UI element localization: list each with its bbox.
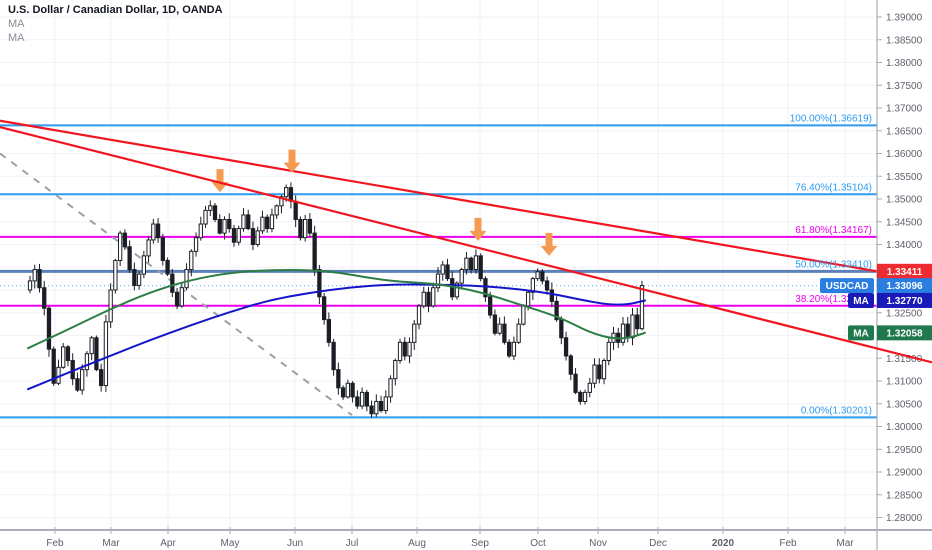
price-axis[interactable]: 1.39000 1.38500 1.38000 1.37500 1.37000 1.365… xyxy=(877,13,923,525)
trend-line-extended[interactable] xyxy=(0,126,932,364)
time-tick-label: Aug xyxy=(408,538,426,549)
series-tag-badge xyxy=(848,325,874,341)
price-tick-label: 1.34500 xyxy=(886,217,923,228)
chart-grid xyxy=(0,0,877,530)
price-tick-label: 1.38000 xyxy=(886,58,923,69)
ma-legend-1[interactable]: MA xyxy=(8,18,25,30)
price-tick-label: 1.31500 xyxy=(886,354,923,365)
fib-level-label: 100.00%(1.36619) xyxy=(790,113,872,124)
price-tick-label: 1.28500 xyxy=(886,490,923,501)
time-tick-label: Dec xyxy=(649,538,667,549)
price-tick-label: 1.31000 xyxy=(886,377,923,388)
fib-level-label: 50.00%(1.33410) xyxy=(795,259,872,270)
price-axis-badges: 1.33411 USDCAD 1.33096 MA 1.32770 MA 1.32058 xyxy=(820,263,932,341)
price-tick-label: 1.36500 xyxy=(886,126,923,137)
price-tick-label: 1.30000 xyxy=(886,422,923,433)
fib-level-labels: 100.00%(1.36619) 76.40%(1.35104) 61.80%(1.… xyxy=(790,113,872,416)
time-tick-label: May xyxy=(221,538,240,549)
symbol-legend: U.S. Dollar / Canadian Dollar, 1D, OANDA… xyxy=(8,4,223,45)
moving-average-lines xyxy=(27,269,646,391)
price-badge xyxy=(877,292,932,308)
price-tick-label: 1.30500 xyxy=(886,399,923,410)
price-tick-label: 1.29000 xyxy=(886,468,923,479)
price-tick-label: 1.38500 xyxy=(886,35,923,46)
price-tick-label: 1.28000 xyxy=(886,513,923,524)
price-tick-label: 1.37500 xyxy=(886,81,923,92)
time-tick-label: Oct xyxy=(530,538,546,549)
time-tick-label: 2020 xyxy=(712,538,735,549)
price-tick-label: 1.32500 xyxy=(886,308,923,319)
series-tag-text: USDCAD xyxy=(826,281,869,292)
price-tick-label: 1.35500 xyxy=(886,172,923,183)
down-arrow-icon xyxy=(211,169,229,193)
time-tick-label: Jul xyxy=(346,538,359,549)
price-tick-label: 1.35000 xyxy=(886,195,923,206)
time-tick-label: Feb xyxy=(46,538,64,549)
price-badge xyxy=(877,263,932,279)
price-tick-label: 1.34000 xyxy=(886,240,923,251)
time-tick-label: Apr xyxy=(160,538,176,549)
price-tick-label: 1.36000 xyxy=(886,149,923,160)
price-tick-label: 1.37000 xyxy=(886,104,923,115)
time-axis[interactable]: Feb Mar Apr May Jun Jul Aug Sep Oct Nov Dec 2020 Feb… xyxy=(46,527,854,549)
series-tag-text: MA xyxy=(853,296,869,307)
time-tick-label: Mar xyxy=(102,538,120,549)
series-tag-badge xyxy=(848,292,874,308)
series-tag-badge xyxy=(820,278,874,294)
fib-level-label: 38.20%(1.32653) xyxy=(795,294,872,305)
fib-level-label: 76.40%(1.35104) xyxy=(795,182,872,193)
time-tick-label: Feb xyxy=(779,538,797,549)
price-badge-text: 1.33411 xyxy=(887,267,923,278)
price-tick-label: 1.39000 xyxy=(886,13,923,24)
down-arrow-icon xyxy=(469,217,487,241)
time-tick-label: Mar xyxy=(836,538,854,549)
price-tick-label: 1.29500 xyxy=(886,445,923,456)
time-tick-label: Sep xyxy=(471,538,489,549)
time-axis-background xyxy=(0,531,932,550)
down-arrow-icon xyxy=(540,232,558,256)
down-arrow-icon xyxy=(283,149,301,173)
price-badge-text: 1.32770 xyxy=(886,296,923,307)
price-badge xyxy=(877,278,932,294)
candlestick-series xyxy=(27,182,645,418)
price-badge-text: 1.33096 xyxy=(886,281,923,292)
fib-level-label: 0.00%(1.30201) xyxy=(801,405,872,416)
fib-level-label: 61.80%(1.34167) xyxy=(795,225,872,236)
time-tick-label: Nov xyxy=(589,538,607,549)
price-badge-text: 1.32058 xyxy=(886,328,923,339)
ma-legend-2[interactable]: MA xyxy=(8,32,25,44)
fib-retracement-lines[interactable] xyxy=(0,124,877,419)
time-tick-label: Jun xyxy=(287,538,303,549)
arrow-markers[interactable] xyxy=(211,149,558,256)
trend-lines[interactable] xyxy=(0,119,878,416)
symbol-title[interactable]: U.S. Dollar / Canadian Dollar, 1D, OANDA xyxy=(8,4,223,16)
series-tag-text: MA xyxy=(853,328,869,339)
price-badge xyxy=(877,325,932,341)
